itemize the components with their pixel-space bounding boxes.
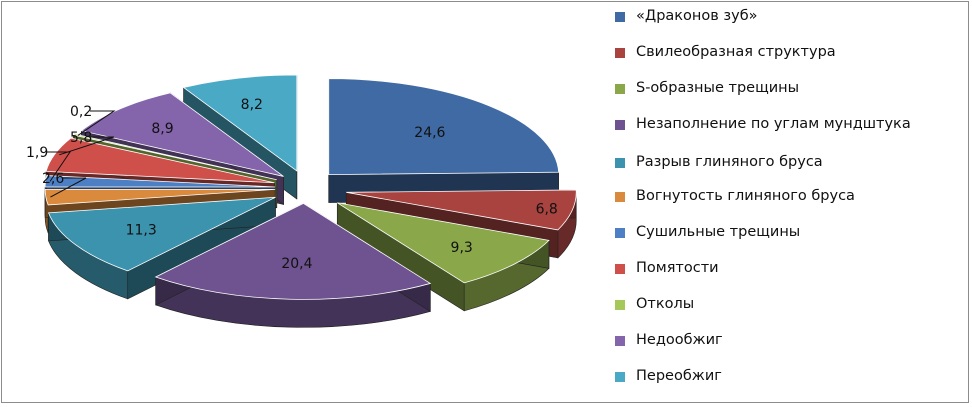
data-label: 9,3	[451, 240, 473, 256]
data-label: 2,6	[42, 171, 64, 187]
legend-item: Свилеобразная структура	[615, 44, 961, 64]
data-label: 8,2	[241, 97, 263, 113]
pie-slice	[44, 175, 276, 188]
legend-label: «Драконов зуб»	[636, 8, 758, 24]
legend-item: Незаполнение по углам мундштука	[615, 116, 961, 136]
leader-line	[77, 110, 116, 136]
pie-slice	[80, 92, 284, 177]
legend-label: Незаполнение по углам мундштука	[636, 116, 911, 132]
legend-item: Недообжиг	[615, 332, 961, 352]
legend-swatch	[615, 12, 625, 22]
pie-slice	[72, 133, 277, 181]
data-label: 8,9	[151, 121, 173, 137]
data-label: 20,4	[281, 256, 312, 272]
legend-swatch	[615, 48, 625, 58]
legend-label: Помятости	[636, 260, 719, 276]
data-label: 1,9	[26, 145, 48, 161]
pie-slice	[346, 189, 577, 231]
data-label: 0,2	[70, 104, 92, 120]
data-label: 11,3	[126, 223, 157, 239]
pie-tops	[44, 74, 577, 300]
legend-label: S-образные трещины	[636, 80, 800, 96]
data-label: 6,8	[536, 202, 558, 218]
pie-slice	[45, 137, 275, 184]
legend-item: Отколы	[615, 296, 961, 316]
legend-swatch	[615, 300, 625, 310]
legend-swatch	[615, 264, 625, 274]
legend-swatch	[615, 228, 625, 238]
legend-item: S-образные трещины	[615, 80, 961, 100]
legend-swatch	[615, 158, 625, 168]
legend-label: Сушильные трещины	[636, 224, 801, 240]
legend-label: Разрыв глиняного бруса	[636, 154, 823, 170]
legend-swatch	[615, 84, 625, 94]
pie-slice	[182, 74, 298, 172]
legend-label: Переобжиг	[636, 368, 722, 384]
legend-swatch	[615, 120, 625, 130]
legend-item: Переобжиг	[615, 368, 961, 388]
leader-line	[50, 177, 87, 198]
legend-label: Вогнутость глиняного бруса	[636, 188, 855, 204]
legend-item: Вогнутость глиняного бруса	[615, 188, 961, 208]
legend-item: «Драконов зуб»	[615, 8, 961, 28]
legend-swatch	[615, 372, 625, 382]
legend-swatch	[615, 336, 625, 346]
pie-slice	[47, 196, 276, 272]
leader-line	[59, 136, 115, 156]
legend-item: Сушильные трещины	[615, 224, 961, 244]
pie-slice	[337, 202, 550, 284]
legend-label: Недообжиг	[636, 332, 723, 348]
legend-label: Отколы	[636, 296, 695, 312]
data-labels: 24,6 6,8 9,3 20,4 11,3 2,6 1,9 5,8 0,2 8,9 8,2	[26, 97, 558, 272]
legend-swatch	[615, 192, 625, 202]
data-label: 5,8	[70, 130, 92, 146]
legend-item: Помятости	[615, 260, 961, 280]
legend-item: Разрыв глиняного бруса	[615, 154, 961, 174]
legend-label: Свилеобразная структура	[636, 44, 836, 60]
pie-slice	[44, 188, 276, 206]
pie-slice	[154, 202, 432, 300]
pie-slice	[328, 78, 560, 176]
leader-line	[46, 151, 71, 182]
data-label: 24,6	[414, 125, 445, 141]
